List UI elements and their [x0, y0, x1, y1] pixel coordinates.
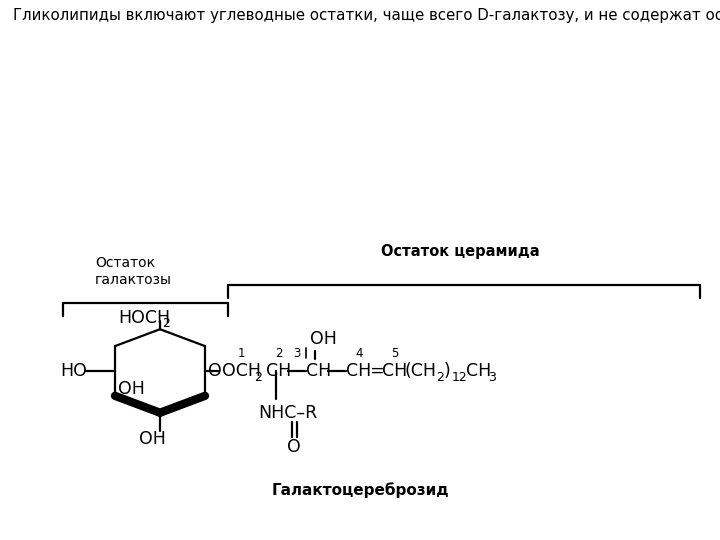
Text: (CH: (CH [404, 362, 436, 380]
Text: 4: 4 [355, 347, 362, 360]
Text: Остаток церамида: Остаток церамида [381, 244, 539, 259]
Text: OH: OH [118, 380, 145, 398]
Text: Галактоцереброзид: Галактоцереброзид [271, 482, 449, 498]
Text: O: O [208, 362, 222, 380]
Text: Остаток
галактозы: Остаток галактозы [95, 256, 172, 287]
Text: 5: 5 [391, 347, 398, 360]
Text: 2: 2 [162, 317, 170, 330]
Text: CH: CH [306, 362, 331, 380]
Text: CH: CH [466, 362, 491, 380]
Text: CH: CH [346, 362, 372, 380]
Text: 1: 1 [238, 347, 246, 360]
Text: 3: 3 [294, 347, 301, 360]
Text: NHC–R: NHC–R [258, 404, 318, 422]
Text: ): ) [444, 362, 451, 380]
Text: OH: OH [310, 330, 337, 348]
Text: 3: 3 [488, 372, 496, 384]
Text: OH: OH [138, 430, 166, 448]
Text: 2: 2 [254, 372, 262, 384]
Text: HO: HO [60, 362, 87, 380]
Text: O: O [287, 437, 301, 456]
Text: =: = [369, 362, 384, 380]
Text: 12: 12 [452, 372, 468, 384]
Text: Гликолипиды включают углеводные остатки, чаще всего D-галактозу, и не содержат о: Гликолипиды включают углеводные остатки,… [13, 7, 720, 23]
Text: 2: 2 [275, 347, 282, 360]
Text: CH: CH [382, 362, 408, 380]
Text: HOCH: HOCH [118, 309, 170, 327]
Text: 2: 2 [436, 372, 444, 384]
Text: OCH: OCH [222, 362, 261, 380]
Text: CH: CH [266, 362, 292, 380]
